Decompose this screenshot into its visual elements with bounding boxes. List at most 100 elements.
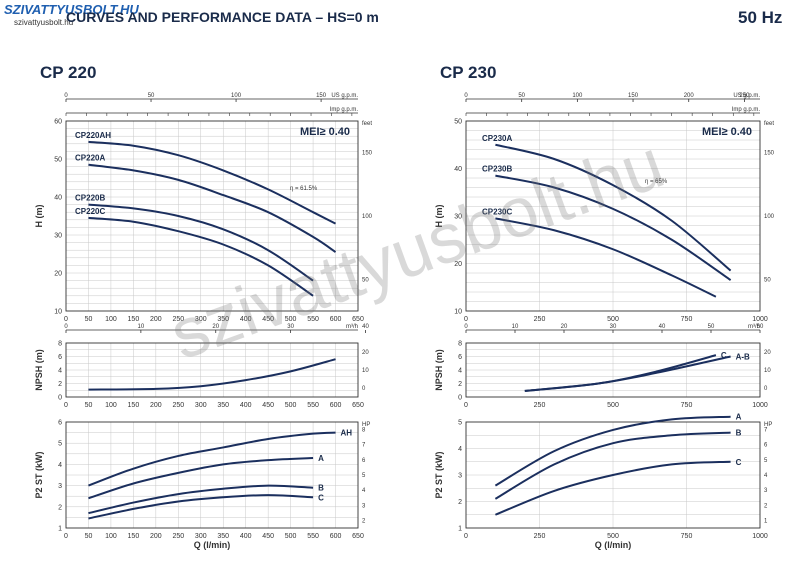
npsh-y-tick-label: 4 bbox=[58, 368, 62, 375]
power-x-tick-label: 100 bbox=[105, 533, 117, 540]
head-series-label: CP220AH bbox=[75, 131, 111, 140]
npsh-right-tick-label: 0 bbox=[764, 386, 768, 392]
npsh-x-tick-label: 650 bbox=[352, 402, 364, 409]
power-series-label: A bbox=[736, 413, 742, 422]
m3h-axis-tick-label: 10 bbox=[138, 324, 145, 330]
head-y-tick-label: 10 bbox=[454, 309, 462, 316]
npsh-y-tick-label: 6 bbox=[58, 354, 62, 361]
power-curve bbox=[88, 457, 314, 500]
npsh-y-label: NPSH (m) bbox=[434, 349, 444, 391]
power-y-tick-label: 1 bbox=[458, 526, 462, 533]
npsh-x-tick-label: 450 bbox=[262, 402, 274, 409]
top-axis-unit: US g.p.m. bbox=[733, 93, 760, 99]
head-y-tick-label: 30 bbox=[54, 233, 62, 240]
top-axis-tick-label: 0 bbox=[64, 93, 68, 99]
head-frame bbox=[65, 120, 359, 312]
npsh-curve bbox=[524, 354, 717, 392]
power-x-tick-label: 0 bbox=[64, 533, 68, 540]
head-x-tick-label: 100 bbox=[105, 316, 117, 323]
imp-axis-unit: Imp g.p.m. bbox=[330, 107, 359, 113]
power-right-tick-label: 1 bbox=[764, 518, 768, 524]
head-right-tick-label: 50 bbox=[362, 277, 369, 283]
head-curve bbox=[495, 174, 732, 281]
power-right-tick-label: 5 bbox=[362, 473, 366, 479]
power-right-tick-label: 5 bbox=[764, 458, 768, 464]
power-x-tick-label: 250 bbox=[172, 533, 184, 540]
power-y-tick-label: 2 bbox=[58, 504, 62, 511]
npsh-right-tick-label: 20 bbox=[764, 350, 771, 356]
head-x-tick-label: 0 bbox=[464, 316, 468, 323]
power-x-tick-label: 450 bbox=[262, 533, 274, 540]
npsh-right-tick-label: 20 bbox=[362, 350, 369, 356]
power-right-tick-label: 2 bbox=[362, 518, 366, 524]
m3h-axis-tick-label: 30 bbox=[287, 324, 294, 330]
head-x-tick-label: 150 bbox=[128, 316, 140, 323]
npsh-x-tick-label: 0 bbox=[464, 402, 468, 409]
top-axis-tick-label: 100 bbox=[231, 93, 242, 99]
npsh-y-label: NPSH (m) bbox=[34, 349, 44, 391]
npsh-y-tick-label: 0 bbox=[58, 395, 62, 402]
power-y-tick-label: 5 bbox=[58, 441, 62, 448]
power-series-label: B bbox=[318, 484, 324, 493]
power-curve bbox=[88, 431, 336, 487]
power-right-tick-label: 8 bbox=[362, 428, 366, 434]
power-right-unit: HP bbox=[764, 422, 772, 428]
head-x-tick-label: 50 bbox=[85, 316, 93, 323]
npsh-x-tick-label: 1000 bbox=[752, 402, 768, 409]
head-right-tick-label: 150 bbox=[764, 151, 775, 157]
top-axis-tick-label: 250 bbox=[739, 93, 750, 99]
power-y-tick-label: 2 bbox=[458, 499, 462, 506]
npsh-y-tick-label: 2 bbox=[58, 381, 62, 388]
power-right-tick-label: 4 bbox=[764, 473, 768, 479]
head-y-tick-label: 10 bbox=[54, 309, 62, 316]
npsh-frame bbox=[465, 342, 761, 398]
npsh-x-tick-label: 350 bbox=[217, 402, 229, 409]
head-x-tick-label: 300 bbox=[195, 316, 207, 323]
power-x-tick-label: 200 bbox=[150, 533, 162, 540]
power-curve bbox=[494, 415, 731, 487]
power-curve bbox=[88, 484, 314, 515]
power-right-unit: HP bbox=[362, 422, 370, 428]
m3h-axis-tick-label: 20 bbox=[561, 324, 568, 330]
head-x-tick-label: 0 bbox=[64, 316, 68, 323]
npsh-frame bbox=[65, 342, 359, 398]
power-series-label: AH bbox=[341, 429, 353, 438]
npsh-x-tick-label: 250 bbox=[534, 402, 546, 409]
power-y-tick-label: 3 bbox=[458, 473, 462, 480]
npsh-x-tick-label: 600 bbox=[330, 402, 342, 409]
power-right-tick-label: 3 bbox=[362, 503, 366, 509]
npsh-x-tick-label: 400 bbox=[240, 402, 252, 409]
npsh-x-tick-label: 200 bbox=[150, 402, 162, 409]
head-curve bbox=[495, 217, 717, 298]
npsh-right-tick-label: 0 bbox=[362, 386, 366, 392]
head-curve bbox=[88, 140, 336, 225]
power-x-tick-label: 1000 bbox=[752, 533, 768, 540]
chart-title: CP 230 bbox=[440, 63, 496, 82]
npsh-y-tick-label: 0 bbox=[458, 395, 462, 402]
npsh-x-tick-label: 500 bbox=[607, 402, 619, 409]
power-right-tick-label: 3 bbox=[764, 488, 768, 494]
head-y-tick-label: 50 bbox=[454, 119, 462, 126]
m3h-axis-tick-label: 50 bbox=[708, 324, 715, 330]
power-right-tick-label: 4 bbox=[362, 488, 366, 494]
power-y-tick-label: 4 bbox=[458, 446, 462, 453]
power-x-tick-label: 600 bbox=[330, 533, 342, 540]
power-frame bbox=[465, 421, 761, 529]
head-series-label: CP230A bbox=[482, 134, 512, 143]
head-y-label: H (m) bbox=[34, 205, 44, 228]
top-axis-tick-label: 50 bbox=[148, 93, 155, 99]
power-curve bbox=[494, 431, 731, 500]
top-axis-tick-label: 150 bbox=[316, 93, 327, 99]
head-curve bbox=[88, 203, 314, 282]
head-right-tick-label: 150 bbox=[362, 151, 373, 157]
frequency-label: 50 Hz bbox=[738, 8, 783, 27]
npsh-x-tick-label: 550 bbox=[307, 402, 319, 409]
power-y-tick-label: 5 bbox=[458, 420, 462, 427]
head-x-tick-label: 500 bbox=[607, 316, 619, 323]
head-curve bbox=[88, 163, 337, 253]
head-x-tick-label: 350 bbox=[217, 316, 229, 323]
top-axis-tick-label: 150 bbox=[628, 93, 639, 99]
npsh-y-tick-label: 8 bbox=[58, 341, 62, 348]
power-x-tick-label: 0 bbox=[464, 533, 468, 540]
chart-title: CP 220 bbox=[40, 63, 96, 82]
